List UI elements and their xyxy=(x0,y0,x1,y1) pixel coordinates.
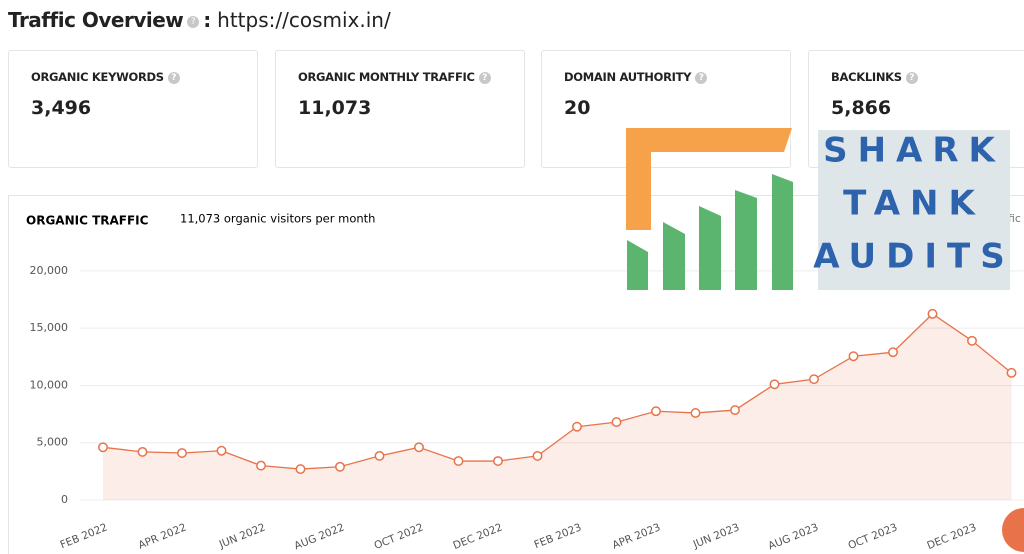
point xyxy=(730,405,740,416)
y-tick-label: 20,000 xyxy=(30,264,69,277)
point xyxy=(295,464,306,475)
point xyxy=(137,446,148,457)
chart-subtitle: 11,073 organic visitors per month xyxy=(180,212,375,226)
y-tick-label: 5,000 xyxy=(37,436,69,449)
chart-title: ORGANIC TRAFFIC xyxy=(26,214,149,228)
card-label: DOMAIN AUTHORITY? xyxy=(564,70,711,84)
card-value: 5,866 xyxy=(831,97,892,119)
y-tick-label: 15,000 xyxy=(30,321,69,334)
point xyxy=(414,442,424,453)
point xyxy=(651,406,661,417)
logo-bg xyxy=(818,130,1010,290)
point xyxy=(927,308,938,319)
separator: : xyxy=(203,8,211,32)
logo-text: AUDITS xyxy=(813,237,1014,277)
point xyxy=(335,461,345,472)
stat-card: ORGANIC MONTHLY TRAFFIC? 11,073 xyxy=(275,50,525,168)
point xyxy=(177,448,187,458)
point xyxy=(493,456,503,467)
line xyxy=(102,313,1012,470)
url: https://cosmix.in/ xyxy=(217,8,391,32)
point xyxy=(888,347,898,358)
card-value: 20 xyxy=(564,97,591,119)
card-label: ORGANIC KEYWORDS? xyxy=(31,70,184,84)
help-icon[interactable]: ? xyxy=(905,71,918,84)
point xyxy=(809,374,819,385)
page-title: Traffic Overview xyxy=(8,8,184,32)
card-value: 3,496 xyxy=(31,97,92,119)
point xyxy=(453,456,464,467)
logo-bar xyxy=(699,206,721,290)
logo-text: TANK xyxy=(843,184,985,224)
point xyxy=(769,379,780,390)
point xyxy=(532,450,543,461)
logo-bar xyxy=(663,222,685,290)
logo-bar xyxy=(735,190,757,290)
point xyxy=(690,407,701,418)
point xyxy=(611,417,622,428)
help-icon[interactable]: ? xyxy=(187,15,200,28)
logo-text: SHARK xyxy=(823,131,1005,171)
stat-card: ORGANIC KEYWORDS? 3,496 xyxy=(8,50,258,168)
help-icon[interactable]: ? xyxy=(167,71,180,84)
logo-bar xyxy=(772,174,793,290)
card-label: BACKLINKS? xyxy=(831,70,922,84)
chat-button[interactable] xyxy=(1002,508,1024,552)
help-icon[interactable]: ? xyxy=(695,71,708,84)
y-tick-label: 10,000 xyxy=(30,378,69,391)
point xyxy=(967,335,977,346)
y-tick-label: 0 xyxy=(61,493,68,506)
card-label: ORGANIC MONTHLY TRAFFIC? xyxy=(298,70,495,84)
point xyxy=(98,442,108,453)
area xyxy=(103,313,1012,500)
header: Traffic Overview?: https://cosmix.in/ xyxy=(8,8,391,32)
help-icon[interactable]: ? xyxy=(478,71,491,84)
point xyxy=(572,421,582,432)
point xyxy=(216,445,227,456)
point xyxy=(1006,367,1017,378)
card-value: 11,073 xyxy=(298,97,372,119)
point xyxy=(848,351,859,362)
point xyxy=(256,460,266,471)
logo-frame xyxy=(626,128,792,230)
logo-bar xyxy=(627,240,648,290)
point xyxy=(374,450,385,461)
